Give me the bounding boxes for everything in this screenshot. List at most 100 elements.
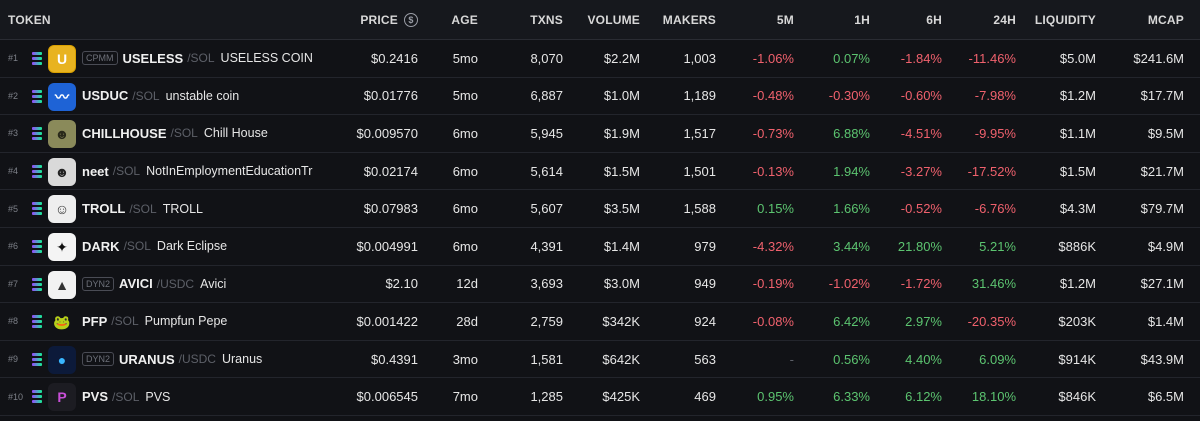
header-price[interactable]: PRICE $ xyxy=(360,0,418,39)
token-info[interactable]: PVS/SOL PVS xyxy=(82,378,318,415)
header-5m[interactable]: 5M xyxy=(776,12,794,27)
table-row[interactable]: #4 ☻ neet/SOL NotInEmploymentEducationTr $0.… xyxy=(0,153,1200,191)
change-5m-cell: -1.06% xyxy=(752,50,794,66)
token-info[interactable]: neet/SOL NotInEmploymentEducationTr xyxy=(82,153,318,190)
header-volume[interactable]: VOLUME xyxy=(587,12,640,27)
header-txns[interactable]: TXNS xyxy=(530,12,563,27)
token-logo-icon: ☻ xyxy=(48,157,76,186)
solana-chain-icon xyxy=(32,390,42,404)
table-row[interactable]: #2 〰 USDUC/SOL unstable coin $0.01776 5mo 6,88… xyxy=(0,78,1200,116)
quote-symbol: /SOL xyxy=(111,314,139,329)
quote-symbol: /SOL xyxy=(123,239,151,254)
liquidity-cell: $846K xyxy=(1058,389,1096,405)
header-makers[interactable]: MAKERS xyxy=(662,12,716,27)
token-name: Avici xyxy=(200,276,227,291)
age-cell: 6mo xyxy=(452,163,478,179)
token-symbol[interactable]: DARK xyxy=(82,238,120,254)
dex-badge: DYN2 xyxy=(82,352,115,367)
volume-cell: $2.2M xyxy=(603,50,640,66)
token-symbol[interactable]: neet xyxy=(82,163,109,179)
table-row[interactable]: #3 ☻ CHILLHOUSE/SOL Chill House $0.009570 6mo… xyxy=(0,115,1200,153)
header-mcap[interactable]: MCAP xyxy=(1147,12,1184,27)
header-1h[interactable]: 1H xyxy=(854,12,870,27)
makers-cell: 563 xyxy=(694,351,716,367)
volume-cell: $1.4M xyxy=(603,238,640,254)
age-cell: 5mo xyxy=(452,88,478,104)
solana-chain-icon xyxy=(32,315,42,329)
change-1h-cell: 1.66% xyxy=(833,201,870,217)
makers-cell: 1,003 xyxy=(683,50,716,66)
token-info[interactable]: DARK/SOL Dark Eclipse xyxy=(82,228,318,265)
header-6h[interactable]: 6H xyxy=(926,12,942,27)
price-cell: $0.01776 xyxy=(363,88,418,104)
token-info[interactable]: DYN2 URANUS/USDC Uranus xyxy=(82,341,318,378)
change-24h-cell: -9.95% xyxy=(974,125,1016,141)
txns-cell: 8,070 xyxy=(530,50,563,66)
token-info[interactable]: CHILLHOUSE/SOL Chill House xyxy=(82,115,318,152)
rank-label: #2 xyxy=(8,90,19,101)
change-6h-cell: 2.97% xyxy=(905,313,942,329)
dollar-circle-icon[interactable]: $ xyxy=(404,12,418,27)
token-info[interactable]: CPMM USELESS/SOL USELESS COIN xyxy=(82,40,318,77)
solana-chain-icon xyxy=(32,352,42,367)
change-6h-cell: -1.84% xyxy=(900,50,942,66)
age-cell: 3mo xyxy=(452,351,478,367)
token-info[interactable]: DYN2 AVICI/USDC Avici xyxy=(82,266,318,303)
solana-chain-icon xyxy=(32,89,42,104)
liquidity-cell: $886K xyxy=(1058,238,1096,254)
volume-cell: $3.0M xyxy=(603,276,640,292)
header-token[interactable]: TOKEN xyxy=(8,12,51,27)
token-symbol[interactable]: USELESS xyxy=(122,50,184,66)
rank-label: #3 xyxy=(8,128,19,139)
solana-chain-icon xyxy=(32,240,42,254)
change-24h-cell: 18.10% xyxy=(971,389,1016,405)
mcap-cell: $1.4M xyxy=(1147,313,1184,329)
token-symbol[interactable]: TROLL xyxy=(82,201,126,217)
token-logo-icon: ☺ xyxy=(48,195,76,224)
txns-cell: 5,607 xyxy=(530,201,563,217)
token-symbol[interactable]: URANUS xyxy=(119,351,175,367)
token-symbol[interactable]: AVICI xyxy=(119,276,153,292)
header-age[interactable]: AGE xyxy=(451,12,478,27)
price-cell: $0.07983 xyxy=(363,201,418,217)
txns-cell: 5,614 xyxy=(530,163,563,179)
token-symbol[interactable]: PFP xyxy=(82,313,108,329)
quote-symbol: /USDC xyxy=(178,352,216,367)
makers-cell: 1,501 xyxy=(683,163,716,179)
header-liquidity[interactable]: LIQUIDITY xyxy=(1034,12,1096,27)
change-5m-cell: 0.15% xyxy=(757,201,794,217)
table-row[interactable]: #9 ● DYN2 URANUS/USDC Uranus $0.4391 3mo 1,581 $… xyxy=(0,341,1200,379)
volume-cell: $642K xyxy=(602,351,640,367)
age-cell: 7mo xyxy=(452,389,478,405)
mcap-cell: $6.5M xyxy=(1147,389,1184,405)
quote-symbol: /SOL xyxy=(132,88,160,103)
volume-cell: $1.5M xyxy=(603,163,640,179)
token-info[interactable]: USDUC/SOL unstable coin xyxy=(82,78,318,115)
change-24h-cell: 31.46% xyxy=(971,276,1016,292)
price-cell: $0.2416 xyxy=(371,50,418,66)
quote-symbol: /SOL xyxy=(170,126,198,141)
header-24h[interactable]: 24H xyxy=(993,12,1016,27)
token-info[interactable]: PFP/SOL Pumpfun Pepe xyxy=(82,303,318,340)
token-symbol[interactable]: USDUC xyxy=(82,88,129,104)
price-cell: $0.006545 xyxy=(356,389,418,405)
table-row[interactable]: #6 ✦ DARK/SOL Dark Eclipse $0.004991 6mo 4,391… xyxy=(0,228,1200,266)
volume-cell: $342K xyxy=(602,313,640,329)
price-cell: $0.004991 xyxy=(356,238,418,254)
mcap-cell: $4.9M xyxy=(1147,238,1184,254)
rank-label: #10 xyxy=(8,391,24,402)
table-row[interactable]: #10 P PVS/SOL PVS $0.006545 7mo 1,285 $425K 469 0… xyxy=(0,378,1200,416)
change-24h-cell: -20.35% xyxy=(967,313,1016,329)
table-row[interactable]: #5 ☺ TROLL/SOL TROLL $0.07983 6mo 5,607 $3.5M 1,… xyxy=(0,190,1200,228)
token-symbol[interactable]: PVS xyxy=(82,389,109,405)
txns-cell: 6,887 xyxy=(530,88,563,104)
change-6h-cell: -1.72% xyxy=(900,276,942,292)
price-cell: $0.001422 xyxy=(356,313,418,329)
table-row[interactable]: #1 U CPMM USELESS/SOL USELESS COIN $0.2416 5mo… xyxy=(0,40,1200,78)
table-row[interactable]: #8 🐸 PFP/SOL Pumpfun Pepe $0.001422 28d 2,759 $… xyxy=(0,303,1200,341)
table-row[interactable]: #7 ▲ DYN2 AVICI/USDC Avici $2.10 12d 3,693 $3.0M… xyxy=(0,266,1200,304)
token-info[interactable]: TROLL/SOL TROLL xyxy=(82,190,318,227)
mcap-cell: $43.9M xyxy=(1140,351,1184,367)
token-symbol[interactable]: CHILLHOUSE xyxy=(82,125,167,141)
change-1h-cell: 1.94% xyxy=(833,163,870,179)
